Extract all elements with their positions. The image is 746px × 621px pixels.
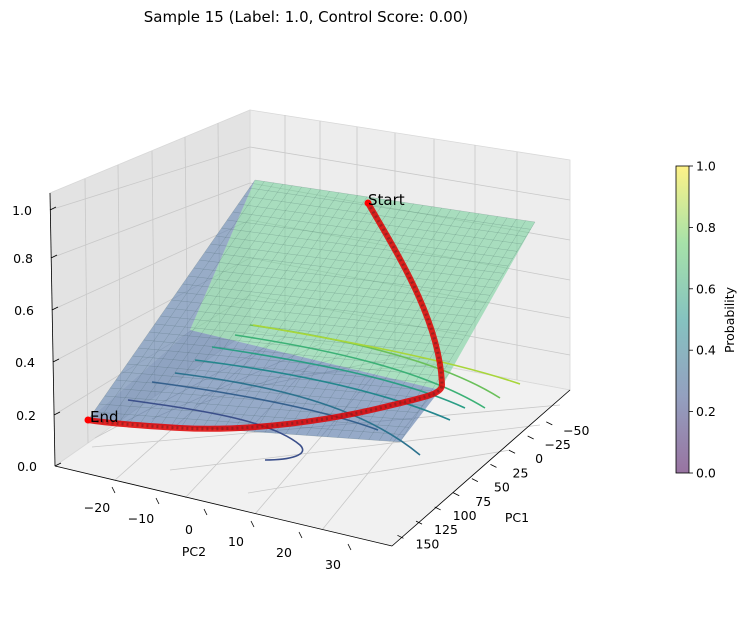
x-tick-label: 125 bbox=[434, 522, 458, 537]
z-axis-ticks: 0.0 0.2 0.4 0.6 0.8 1.0 bbox=[12, 203, 62, 474]
contour-lines bbox=[127, 324, 521, 461]
trajectory: Start End bbox=[84, 191, 446, 432]
colorbar-tick-label: 0.2 bbox=[696, 404, 716, 419]
chart-title: Sample 15 (Label: 1.0, Control Score: 0.… bbox=[144, 8, 468, 26]
x-tick-label: 150 bbox=[416, 536, 440, 551]
colorbar-tick-label: 0.8 bbox=[696, 220, 716, 235]
y-axis-label: PC2 bbox=[182, 544, 206, 559]
y-axis-ticks: −20 −10 0 10 20 30 bbox=[84, 486, 352, 572]
colorbar-tick-label: 0.4 bbox=[696, 343, 716, 358]
colorbar-label: Probability bbox=[722, 286, 737, 353]
colorbar: 0.0 0.2 0.4 0.6 0.8 1.0 Probability bbox=[675, 159, 737, 481]
y-tick-label: −20 bbox=[84, 500, 110, 515]
x-tick-label: 0 bbox=[535, 451, 543, 466]
x-tick-label: 25 bbox=[513, 465, 529, 480]
colorbar-tick-label: 0.6 bbox=[696, 281, 716, 296]
y-tick-label: 20 bbox=[276, 545, 292, 560]
z-axis-line bbox=[49, 192, 56, 467]
z-tick-label: 0.4 bbox=[15, 355, 35, 370]
y-axis-line bbox=[54, 465, 393, 547]
trajectory-start-marker bbox=[364, 199, 372, 207]
z-tick-label: 1.0 bbox=[12, 203, 32, 218]
z-tick-label: 0.2 bbox=[16, 408, 36, 423]
y-tick-label: 30 bbox=[325, 557, 341, 572]
x-axis-label: PC1 bbox=[505, 510, 529, 525]
colorbar-tick-label: 0.0 bbox=[696, 466, 716, 481]
x-tick-label: −25 bbox=[544, 437, 570, 452]
y-tick-label: 10 bbox=[228, 534, 244, 549]
z-tick-label: 0.0 bbox=[17, 459, 37, 474]
colorbar-tick-label: 1.0 bbox=[696, 159, 716, 174]
z-tick-label: 0.8 bbox=[13, 251, 33, 266]
colorbar-ticks: 0.0 0.2 0.4 0.6 0.8 1.0 bbox=[689, 159, 716, 481]
x-axis-line bbox=[391, 389, 571, 547]
colorbar-gradient bbox=[675, 165, 690, 474]
x-tick-label: 100 bbox=[453, 508, 477, 523]
trajectory-end-marker bbox=[84, 416, 92, 424]
start-label: Start bbox=[368, 191, 405, 209]
end-label: End bbox=[90, 408, 119, 426]
y-tick-label: 0 bbox=[185, 522, 193, 537]
x-tick-label: −50 bbox=[563, 423, 589, 438]
y-tick-label: −10 bbox=[128, 511, 154, 526]
x-tick-label: 50 bbox=[494, 480, 510, 495]
x-tick-label: 75 bbox=[475, 494, 491, 509]
z-tick-label: 0.6 bbox=[14, 303, 34, 318]
